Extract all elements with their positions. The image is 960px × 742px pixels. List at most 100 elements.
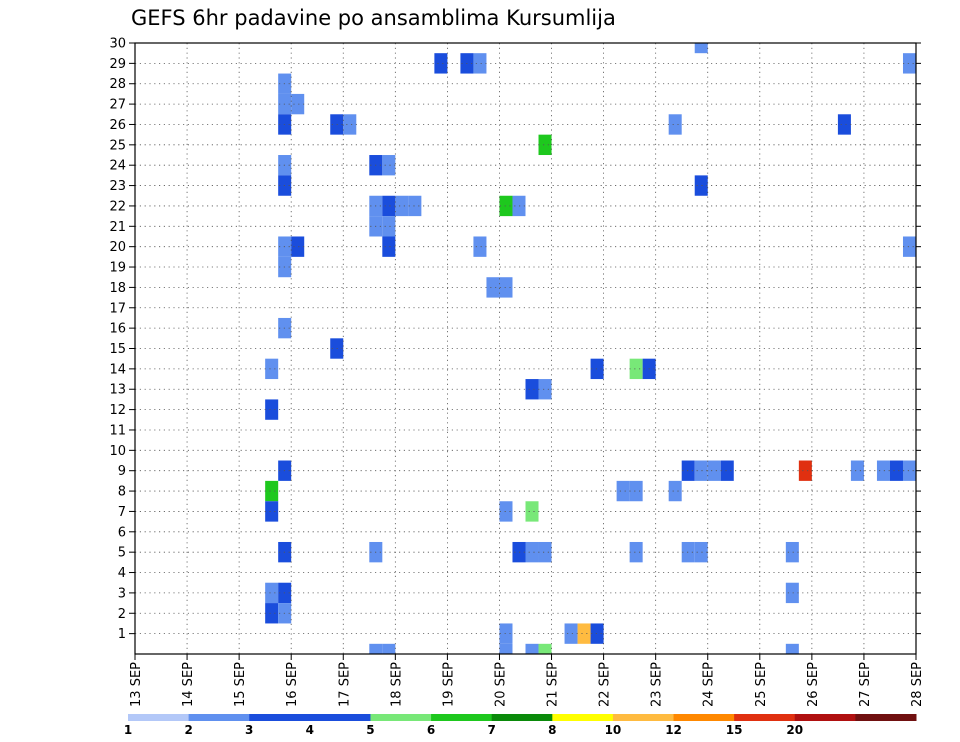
y-tick-label: 29: [109, 57, 126, 72]
colorbar-label: 6: [427, 723, 435, 737]
heatmap-cell: [499, 501, 513, 522]
x-tick-label: 25 SEP: [754, 662, 769, 707]
heatmap-cell: [473, 53, 487, 74]
heatmap-cell: [265, 399, 279, 420]
colorbar-label: 10: [605, 723, 622, 737]
heatmap-cell: [798, 460, 812, 481]
y-tick-label: 28: [109, 77, 126, 92]
colorbar-label: 3: [245, 723, 253, 737]
heatmap-cell: [577, 623, 591, 644]
heatmap-cell: [265, 603, 279, 624]
heatmap-cell: [382, 155, 396, 176]
heatmap-cell: [681, 460, 695, 481]
y-tick-label: 16: [109, 322, 126, 337]
heatmap-cell: [629, 480, 643, 502]
x-tick-label: 24 SEP: [702, 662, 717, 707]
heatmap-cell: [291, 236, 305, 257]
y-tick-label: 5: [118, 546, 126, 561]
heatmap-cell: [902, 53, 916, 74]
heatmap-cell: [512, 541, 526, 563]
y-tick-label: 17: [109, 301, 126, 316]
heatmap-cell: [681, 541, 695, 563]
heatmap-cell: [629, 541, 643, 563]
colorbar-segment: [673, 714, 735, 721]
x-tick-label: 17 SEP: [337, 662, 352, 707]
y-tick-label: 6: [118, 525, 126, 540]
heatmap-cell: [265, 582, 279, 604]
y-tick-label: 26: [109, 118, 126, 133]
colorbar-label: 12: [665, 723, 682, 737]
heatmap-cell: [629, 358, 643, 380]
colorbar-label: 7: [488, 723, 496, 737]
heatmap-cell: [668, 114, 682, 135]
heatmap-cell: [499, 195, 513, 217]
x-tick-label: 27 SEP: [858, 662, 873, 707]
heatmap-cell: [538, 379, 552, 400]
heatmap-cell: [785, 541, 799, 563]
heatmap-cell: [525, 501, 539, 522]
y-tick-label: 2: [118, 607, 126, 622]
x-tick-label: 18 SEP: [389, 662, 404, 707]
x-tick-label: 26 SEP: [806, 662, 821, 707]
colorbar-segment: [249, 714, 311, 721]
colorbar-segment: [188, 714, 250, 721]
heatmap-cell: [538, 134, 552, 156]
x-tick-label: 21 SEP: [546, 662, 561, 707]
y-tick-label: 25: [109, 138, 126, 153]
colorbar-segment: [855, 714, 917, 721]
heatmap-cell: [343, 114, 357, 135]
y-tick-label: 9: [118, 464, 126, 479]
heatmap-cell: [525, 643, 539, 654]
y-tick-label: 15: [109, 342, 126, 357]
heatmap-cell: [564, 623, 578, 644]
y-tick-label: 18: [109, 281, 126, 296]
x-tick-label: 28 SEP: [910, 662, 925, 707]
heatmap-cell: [525, 379, 539, 400]
x-tick-label: 19 SEP: [441, 662, 456, 707]
heatmap-cell: [265, 358, 279, 380]
chart-title: GEFS 6hr padavine po ansamblima Kursumli…: [131, 6, 616, 30]
heatmap-cell: [369, 643, 383, 654]
colorbar-segment: [370, 714, 432, 721]
heatmap-cell: [694, 175, 708, 196]
y-tick-label: 11: [109, 423, 126, 438]
colorbar-label: 4: [306, 723, 314, 737]
heatmap-cell: [499, 643, 513, 654]
heatmap-cell: [382, 216, 396, 237]
heatmap-cell: [382, 236, 396, 257]
heatmap-cell: [512, 195, 526, 217]
heatmap-cell: [616, 480, 630, 502]
colorbar-segment: [552, 714, 614, 721]
x-tick-label: 16 SEP: [285, 662, 300, 707]
y-tick-label: 22: [109, 199, 126, 214]
heatmap-cell: [590, 358, 604, 380]
y-tick-label: 27: [109, 98, 126, 113]
heatmap-cell: [265, 501, 279, 522]
y-tick-label: 30: [109, 37, 126, 52]
heatmap-cell: [382, 195, 396, 217]
colorbar-label: 15: [726, 723, 743, 737]
heatmap-cell: [499, 277, 513, 298]
heatmap-cell: [382, 643, 396, 654]
heatmap-cell: [707, 460, 721, 481]
x-tick-label: 14 SEP: [181, 662, 196, 707]
y-tick-label: 1: [118, 627, 126, 642]
heatmap-cell: [408, 195, 422, 217]
y-tick-label: 14: [109, 362, 126, 377]
x-tick-label: 20 SEP: [493, 662, 508, 707]
heatmap-cell: [265, 480, 279, 502]
y-tick-label: 4: [118, 566, 126, 581]
colorbar-label: 2: [184, 723, 192, 737]
colorbar-segment: [128, 714, 190, 721]
heatmap-cell: [850, 460, 864, 481]
colorbar-segment: [309, 714, 371, 721]
colorbar-segment: [612, 714, 675, 721]
heatmap-cell: [499, 623, 513, 644]
y-tick-label: 8: [118, 485, 126, 500]
heatmap-cell: [486, 277, 500, 298]
heatmap-cell: [720, 460, 734, 481]
y-tick-label: 20: [109, 240, 126, 255]
heatmap-cell: [694, 541, 708, 563]
colorbar-label: 1: [124, 723, 132, 737]
